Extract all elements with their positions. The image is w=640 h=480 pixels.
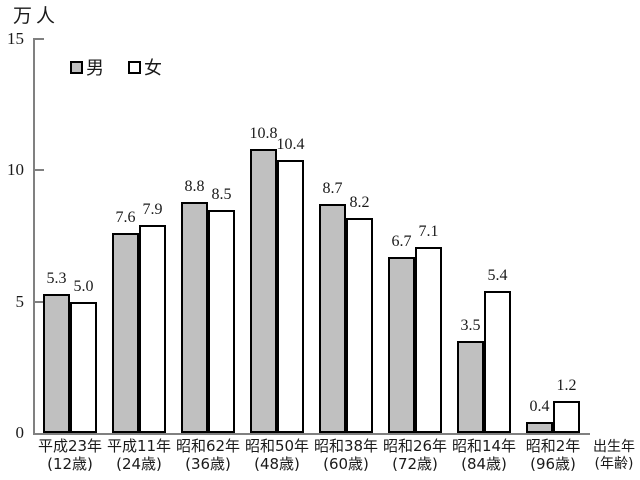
bar-male — [181, 201, 208, 433]
category-label-age: (96歳) — [530, 455, 576, 473]
legend-item-male: 男 — [70, 54, 104, 80]
bar-value-label-male: 10.8 — [249, 125, 278, 143]
x-axis-line — [33, 433, 590, 435]
bar-value-label-female: 5.4 — [487, 267, 508, 285]
category-label-year: 昭和38年 — [313, 437, 379, 455]
bar-value-label-female: 8.5 — [211, 185, 232, 203]
y-tick-label: 15 — [7, 29, 24, 48]
x-axis-note: 出生年 (年齢) — [588, 439, 640, 473]
category-label-year: 平成11年 — [106, 437, 172, 455]
y-tick-label: 0 — [15, 423, 25, 442]
bar-male — [43, 293, 70, 433]
category-label-age: (84歳) — [461, 455, 507, 473]
legend-swatch-female — [128, 60, 141, 74]
category-label-year: 昭和14年 — [451, 437, 517, 455]
y-tick-label: 5 — [15, 291, 25, 311]
category-label-year: 昭和62年 — [175, 437, 241, 455]
bar-female — [553, 401, 580, 433]
bar-male — [526, 422, 553, 433]
bar-female — [208, 209, 235, 433]
bar-female — [277, 159, 304, 433]
bar-value-label-male: 6.7 — [391, 233, 412, 250]
y-axis-unit-label: 万人 — [13, 5, 60, 27]
category-label: 昭和62年 (36歳) — [166, 437, 250, 473]
bar-value-label-male: 8.8 — [184, 177, 205, 195]
bar-male — [319, 204, 346, 433]
bar-male — [457, 341, 484, 433]
legend-label-female: 女 — [144, 58, 162, 79]
y-tick — [35, 300, 44, 303]
category-label: 平成11年 (24歳) — [97, 437, 181, 473]
bar-value-label-male: 8.7 — [322, 180, 343, 198]
y-tick — [35, 38, 44, 40]
category-label-age: (48歳) — [254, 455, 300, 473]
bar-value-label-male: 3.5 — [460, 317, 481, 335]
category-label: 昭和38年 (60歳) — [304, 437, 388, 473]
category-label: 昭和14年 (84歳) — [442, 437, 526, 473]
bar-male — [388, 257, 415, 433]
bar-value-label-female: 5.0 — [73, 277, 94, 295]
bar-female — [484, 291, 511, 433]
bar-value-label-female: 7.9 — [142, 201, 163, 219]
category-label-age: (36歳) — [185, 455, 231, 473]
bar-female — [346, 217, 373, 433]
category-label: 昭和2年 (96歳) — [511, 437, 595, 473]
y-tick — [35, 169, 44, 172]
legend-label-male: 男 — [86, 58, 104, 79]
bar-value-label-male: 0.4 — [529, 398, 550, 416]
category-label-year: 平成23年 — [37, 437, 103, 455]
bar-value-label-female: 10.4 — [276, 135, 305, 153]
bar-value-label-male: 7.6 — [115, 209, 136, 227]
y-tick-label: 10 — [7, 160, 24, 180]
bar-male — [250, 149, 277, 433]
legend-swatch-male — [70, 60, 83, 74]
legend-item-female: 女 — [128, 54, 162, 80]
category-label: 平成23年 (12歳) — [28, 437, 112, 473]
bar-female — [139, 225, 166, 433]
legend: 男女 — [70, 54, 162, 80]
category-label-age: (60歳) — [323, 455, 369, 473]
y-axis-line — [33, 38, 35, 435]
bar-male — [112, 233, 139, 433]
category-label-year: 昭和26年 — [382, 437, 448, 455]
bar-female — [415, 246, 442, 433]
bar-female — [70, 301, 97, 433]
category-label-age: (12歳) — [47, 455, 93, 473]
bar-value-label-female: 8.2 — [349, 193, 370, 211]
category-label: 昭和26年 (72歳) — [373, 437, 457, 473]
category-label: 昭和50年 (48歳) — [235, 437, 319, 473]
bar-value-label-female: 7.1 — [418, 222, 439, 240]
bar-value-label-female: 1.2 — [556, 377, 577, 395]
bar-value-label-male: 5.3 — [46, 269, 67, 287]
category-label-age: (72歳) — [392, 455, 438, 473]
category-label-age: (24歳) — [116, 455, 162, 473]
x-axis-note-line1: 出生年 — [593, 439, 635, 455]
category-label-year: 昭和50年 — [244, 437, 310, 455]
x-axis-note-line2: (年齢) — [594, 456, 634, 472]
category-label-year: 昭和2年 — [525, 437, 581, 455]
